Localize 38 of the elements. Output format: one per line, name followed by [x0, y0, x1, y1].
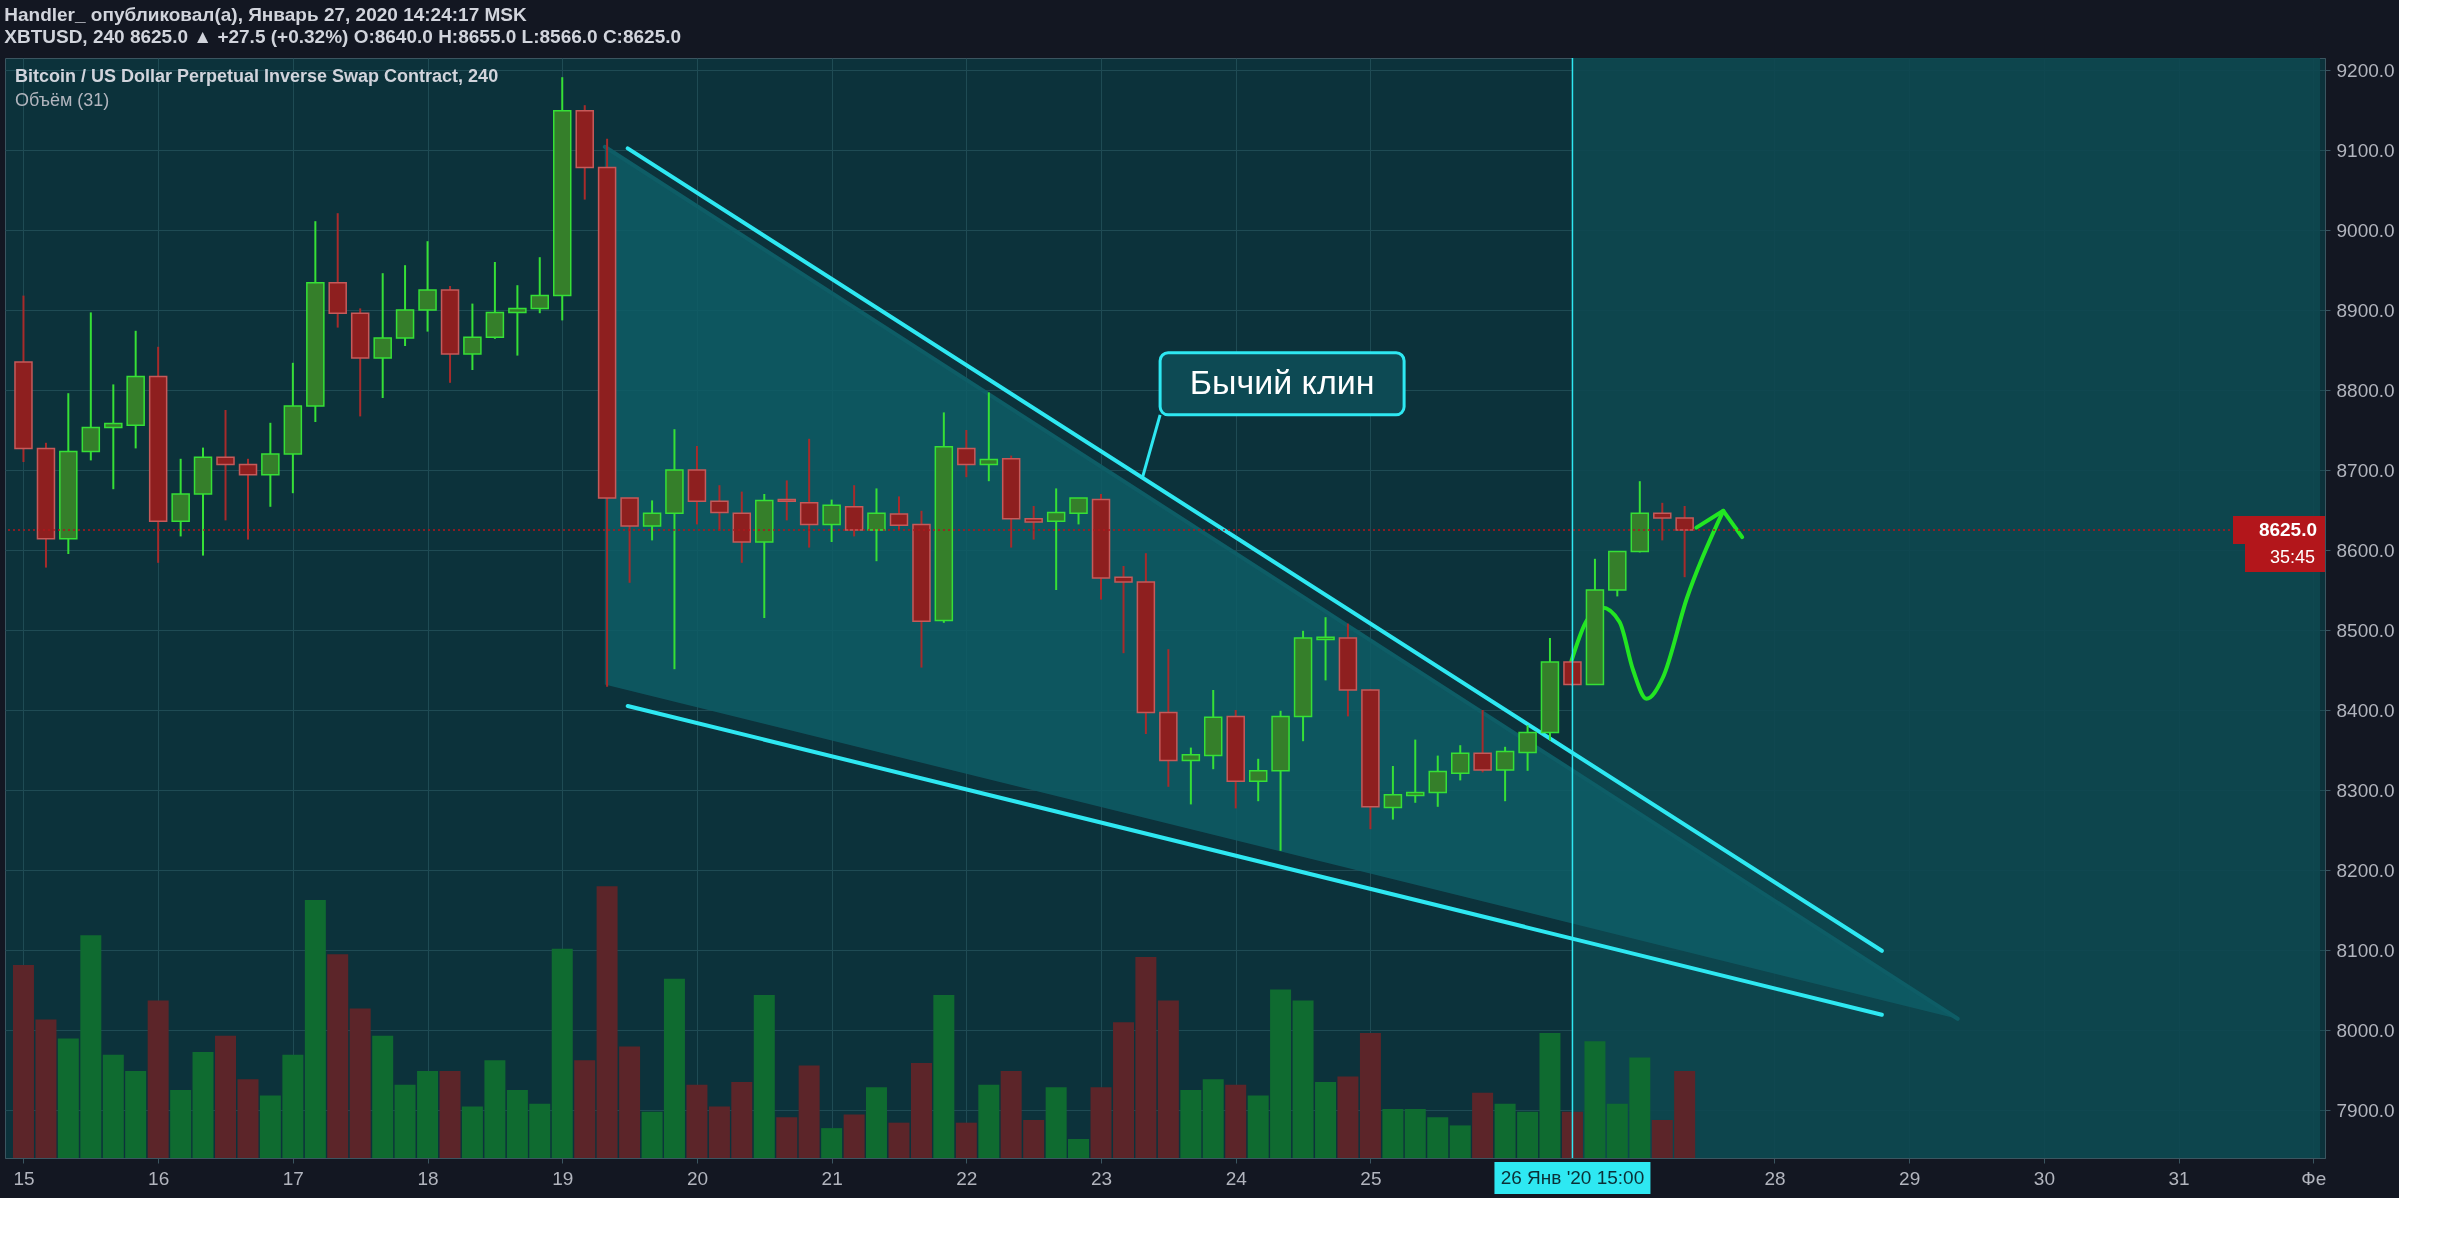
- x-tick-label: 19: [552, 1167, 574, 1189]
- y-tick-label: 8900.0: [2336, 299, 2395, 321]
- x-tick-label: 30: [2033, 1167, 2055, 1189]
- y-tick-label: 8300.0: [2336, 779, 2395, 801]
- chart-title: Объём (31): [15, 90, 110, 110]
- x-tick-label: 22: [956, 1167, 978, 1189]
- x-tick-label: 28: [1764, 1167, 1786, 1189]
- x-tick-label: 20: [686, 1167, 709, 1189]
- ref-line-label: 8625.0: [2258, 519, 2317, 540]
- y-tick-label: 8700.0: [2336, 459, 2395, 481]
- annotation: Бычий клин: [1189, 362, 1375, 401]
- x-tick-label: 31: [2168, 1167, 2190, 1189]
- x-tick-label: 29: [1899, 1167, 1921, 1189]
- y-tick-label: 8200.0: [2336, 859, 2395, 881]
- y-tick-label: 8800.0: [2336, 379, 2395, 401]
- x-tick-label: 15: [13, 1167, 35, 1189]
- x-tick-label: 24: [1225, 1167, 1248, 1189]
- x-tick-label: 25: [1360, 1167, 1382, 1189]
- x-tick-label: 16: [148, 1167, 170, 1189]
- y-tick-label: 8400.0: [2336, 699, 2395, 721]
- y-tick-label: 9000.0: [2336, 219, 2395, 241]
- x-tick-label: Фе: [2301, 1167, 2327, 1189]
- y-tick-label: 8100.0: [2336, 939, 2395, 961]
- chart-title: Bitcoin / US Dollar Perpetual Inverse Swap Contract, 240: [15, 66, 499, 86]
- y-tick-label: 7900.0: [2336, 1099, 2395, 1121]
- x-tick-label: 18: [417, 1167, 439, 1189]
- y-tick-label: 8000.0: [2336, 1019, 2395, 1041]
- y-tick-label: 9100.0: [2336, 139, 2395, 161]
- annotation: 35:45: [2269, 547, 2315, 567]
- y-tick-label: 8500.0: [2336, 619, 2395, 641]
- x-tick-label: 17: [282, 1167, 304, 1189]
- text: Handler_ опубликовал(а), Январь 27, 2020 14:24:17 MSK: [4, 4, 527, 26]
- text: XBTUSD, 240 8625.0 ▲ +27.5 (+0.32%) O:8640.0 H:8655.0 L:8566.0 C:8625.0: [4, 26, 682, 48]
- ref-line-label: 26 Янв '20 15:00: [1500, 1167, 1645, 1188]
- x-tick-label: 23: [1090, 1167, 1113, 1189]
- y-tick-label: 8600.0: [2336, 539, 2395, 561]
- y-tick-label: 9200.0: [2336, 59, 2395, 81]
- x-tick-label: 21: [821, 1167, 843, 1189]
